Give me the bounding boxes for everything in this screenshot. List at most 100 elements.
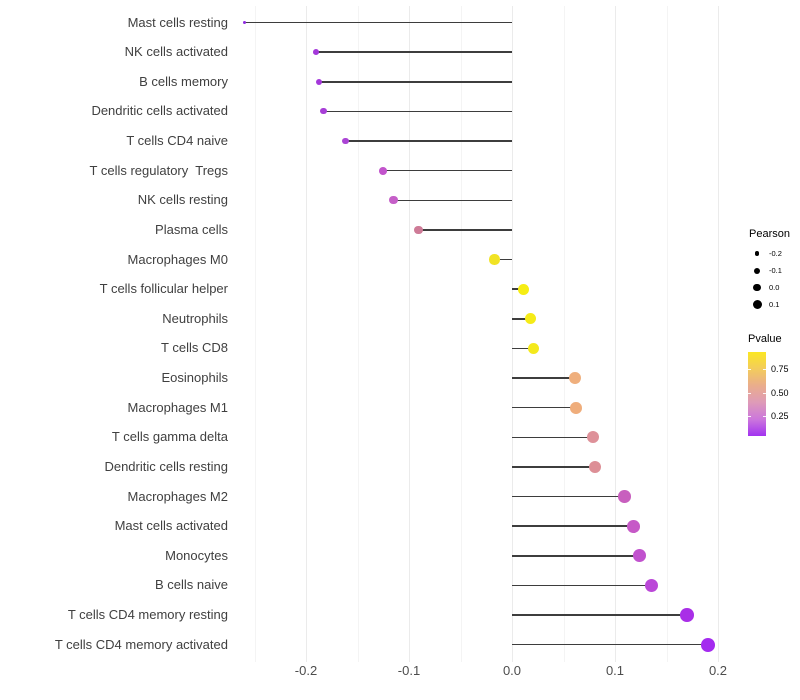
data-point-dot xyxy=(242,21,246,24)
y-axis-label: T cells regulatory Tregs xyxy=(89,162,228,178)
size-legend-label: -0.2 xyxy=(769,248,782,258)
y-axis-label: NK cells activated xyxy=(124,44,228,60)
y-axis-label: Eosinophils xyxy=(161,370,229,386)
size-legend-dot xyxy=(752,300,762,309)
size-legend-label: -0.1 xyxy=(769,265,782,275)
lollipop-stem xyxy=(512,495,625,498)
lollipop-stem xyxy=(512,377,575,379)
x-tick-label: -0.1 xyxy=(397,663,421,678)
minor-gridline xyxy=(254,6,256,662)
y-axis-label: Mast cells activated xyxy=(114,518,228,534)
lollipop-stem xyxy=(512,347,534,350)
lollipop-stem xyxy=(512,406,576,409)
y-axis-label: Macrophages M1 xyxy=(127,399,228,415)
data-point-dot xyxy=(568,372,581,384)
y-axis-label: Macrophages M2 xyxy=(127,488,228,504)
minor-gridline xyxy=(666,6,668,662)
size-legend-dot xyxy=(754,251,760,256)
y-axis-label: Dendritic cells resting xyxy=(104,458,228,474)
data-point-dot xyxy=(517,283,529,295)
y-axis-label: B cells memory xyxy=(139,73,228,89)
y-axis-label: T cells CD4 memory activated xyxy=(54,636,228,652)
colorbar-tick-label: 0.50 xyxy=(771,387,789,398)
colorbar-tick-label: 0.25 xyxy=(771,410,789,421)
data-point-dot xyxy=(644,578,658,592)
major-gridline xyxy=(512,6,513,662)
data-point-dot xyxy=(589,460,602,473)
pvalue-colorbar xyxy=(748,352,766,436)
major-gridline xyxy=(718,6,719,662)
y-axis-label: Plasma cells xyxy=(155,221,228,237)
minor-gridline xyxy=(563,6,565,662)
y-axis-label: T cells gamma delta xyxy=(111,429,228,445)
color-legend-title: Pvalue xyxy=(748,333,782,345)
lollipop-stem xyxy=(319,81,512,83)
lollipop-stem xyxy=(512,436,594,439)
y-axis-label: Neutrophils xyxy=(162,310,228,326)
y-axis-label: NK cells resting xyxy=(137,192,228,208)
data-point-dot xyxy=(525,313,537,325)
data-point-dot xyxy=(489,254,500,265)
size-legend-dot xyxy=(754,267,760,274)
lollipop-stem xyxy=(244,21,512,24)
y-axis-label: T cells CD4 memory resting xyxy=(67,607,228,623)
size-legend-label: 0.0 xyxy=(769,282,780,292)
lollipop-stem xyxy=(512,555,640,557)
lollipop-stem xyxy=(345,140,512,142)
data-point-dot xyxy=(627,519,640,533)
data-point-dot xyxy=(379,166,388,175)
lollipop-stem xyxy=(512,584,652,587)
minor-gridline xyxy=(357,6,359,662)
data-point-dot xyxy=(700,637,715,652)
y-axis-label: Mast cells resting xyxy=(127,14,228,30)
minor-gridline xyxy=(460,6,462,662)
size-legend-label: 0.1 xyxy=(769,299,780,309)
major-gridline xyxy=(409,6,410,662)
y-axis-label: T cells CD4 naive xyxy=(126,133,228,149)
y-axis-label: Macrophages M0 xyxy=(127,251,228,267)
major-gridline xyxy=(615,6,616,662)
colorbar-tick xyxy=(763,416,766,417)
data-point-dot xyxy=(617,490,631,503)
data-point-dot xyxy=(633,549,647,563)
colorbar-tick xyxy=(763,369,766,370)
y-axis-label: Dendritic cells activated xyxy=(91,103,228,119)
lollipop-stem xyxy=(512,288,524,290)
size-legend-dot xyxy=(753,283,761,292)
x-tick-label: 0.0 xyxy=(502,663,522,678)
lollipop-stem xyxy=(512,466,596,468)
y-axis-label: B cells naive xyxy=(155,577,228,593)
lollipop-stem xyxy=(512,643,708,646)
x-tick-label: 0.2 xyxy=(708,663,728,678)
lollipop-stem xyxy=(418,229,512,231)
lollipop-stem xyxy=(316,51,512,53)
colorbar-tick xyxy=(748,393,751,394)
data-point-dot xyxy=(316,78,323,85)
major-gridline xyxy=(306,6,307,662)
x-tick-label: -0.2 xyxy=(294,663,318,678)
data-point-dot xyxy=(680,608,694,622)
lollipop-stem xyxy=(383,169,512,172)
colorbar-tick xyxy=(748,416,751,417)
data-point-dot xyxy=(320,108,327,115)
data-point-dot xyxy=(569,401,582,414)
lollipop-stem xyxy=(323,110,512,113)
colorbar-tick xyxy=(763,393,766,394)
lollipop-stem xyxy=(512,318,531,320)
y-axis-label: Monocytes xyxy=(165,547,228,563)
colorbar-tick-label: 0.75 xyxy=(771,363,789,374)
lollipop-stem xyxy=(393,199,512,202)
data-point-dot xyxy=(587,431,600,444)
data-point-dot xyxy=(313,49,320,56)
data-point-dot xyxy=(528,342,540,354)
y-axis-label: T cells follicular helper xyxy=(99,281,228,297)
lollipop-stem xyxy=(494,258,512,261)
x-tick-label: 0.1 xyxy=(605,663,625,678)
data-point-dot xyxy=(389,196,398,205)
size-legend-title: Pearson xyxy=(749,228,790,240)
lollipop-stem xyxy=(512,525,634,527)
y-axis-label: T cells CD8 xyxy=(161,340,228,356)
data-point-dot xyxy=(413,225,423,235)
lollipop-stem xyxy=(512,614,688,616)
